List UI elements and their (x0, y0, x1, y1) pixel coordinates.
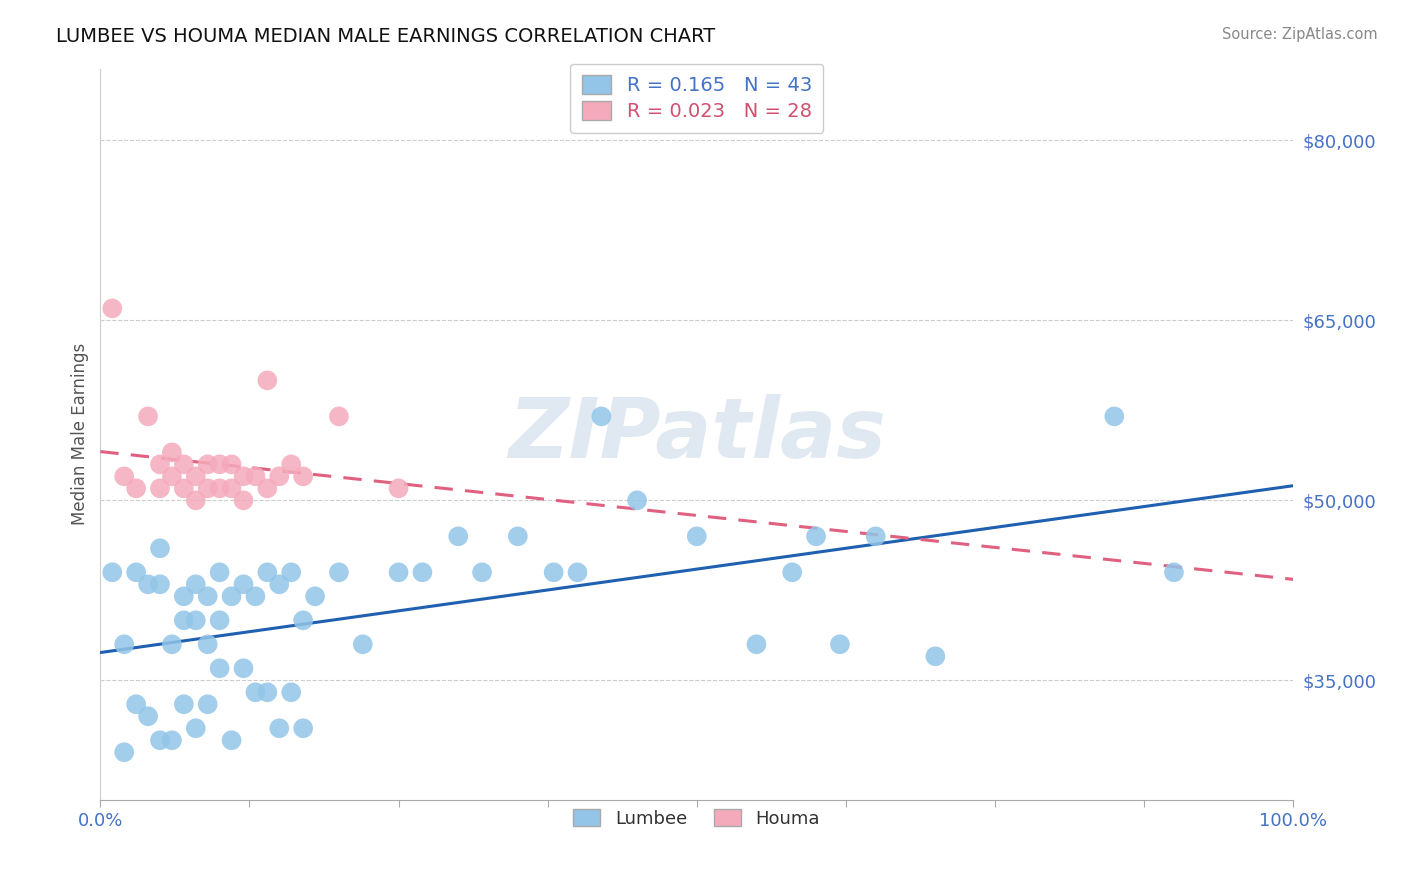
Point (221, 481, 243, 495)
Point (256, 566, 278, 580)
Point (160, 637, 183, 651)
Point (543, 566, 565, 580)
Point (411, 566, 433, 580)
Point (387, 481, 409, 495)
Point (136, 709, 159, 723)
Point (101, 566, 124, 580)
Point (184, 613, 207, 627)
Point (256, 373, 278, 387)
Point (149, 733, 172, 747)
Point (1163, 566, 1185, 580)
Point (387, 566, 409, 580)
Point (567, 566, 589, 580)
Point (280, 458, 302, 472)
Point (160, 445, 183, 459)
Point (197, 458, 219, 472)
Point (232, 661, 254, 675)
Point (292, 469, 315, 483)
Point (245, 589, 267, 603)
Point (245, 685, 267, 699)
Point (173, 613, 195, 627)
Point (184, 493, 207, 508)
Point (352, 637, 374, 651)
Point (149, 577, 172, 591)
Point (208, 613, 231, 627)
Point (149, 541, 172, 556)
Point (221, 458, 243, 472)
Point (136, 409, 159, 424)
Point (173, 589, 195, 603)
Point (149, 458, 172, 472)
Point (328, 409, 350, 424)
Point (924, 649, 946, 664)
Point (269, 721, 291, 735)
Text: LUMBEE VS HOUMA MEDIAN MALE EARNINGS CORRELATION CHART: LUMBEE VS HOUMA MEDIAN MALE EARNINGS COR… (56, 27, 716, 45)
Point (280, 566, 302, 580)
Point (184, 469, 207, 483)
Point (232, 493, 254, 508)
Point (173, 458, 195, 472)
Point (101, 301, 124, 316)
Point (804, 529, 827, 543)
Point (269, 469, 291, 483)
Point (197, 589, 219, 603)
Point (160, 469, 183, 483)
Y-axis label: Median Male Earnings: Median Male Earnings (72, 343, 89, 525)
Point (173, 481, 195, 495)
Point (197, 637, 219, 651)
Point (125, 566, 148, 580)
Point (292, 721, 315, 735)
Point (221, 733, 243, 747)
Point (626, 493, 648, 508)
Point (865, 529, 887, 543)
Text: ZIPatlas: ZIPatlas (508, 394, 886, 475)
Point (292, 613, 315, 627)
Legend: Lumbee, Houma: Lumbee, Houma (567, 802, 828, 835)
Point (232, 577, 254, 591)
Point (471, 566, 494, 580)
Point (112, 745, 135, 759)
Point (591, 409, 613, 424)
Point (184, 721, 207, 735)
Point (280, 685, 302, 699)
Point (136, 577, 159, 591)
Point (184, 577, 207, 591)
Point (125, 481, 148, 495)
Point (828, 637, 851, 651)
Point (112, 469, 135, 483)
Point (208, 661, 231, 675)
Text: Source: ZipAtlas.com: Source: ZipAtlas.com (1222, 27, 1378, 42)
Point (256, 685, 278, 699)
Point (208, 458, 231, 472)
Point (745, 637, 768, 651)
Point (506, 529, 529, 543)
Point (328, 566, 350, 580)
Point (686, 529, 709, 543)
Point (447, 529, 470, 543)
Point (1104, 409, 1126, 424)
Point (125, 698, 148, 712)
Point (780, 566, 803, 580)
Point (149, 481, 172, 495)
Point (160, 733, 183, 747)
Point (232, 469, 254, 483)
Point (256, 481, 278, 495)
Point (112, 637, 135, 651)
Point (208, 566, 231, 580)
Point (208, 481, 231, 495)
Point (245, 469, 267, 483)
Point (304, 589, 326, 603)
Point (221, 589, 243, 603)
Point (269, 577, 291, 591)
Point (197, 698, 219, 712)
Point (197, 481, 219, 495)
Point (173, 698, 195, 712)
